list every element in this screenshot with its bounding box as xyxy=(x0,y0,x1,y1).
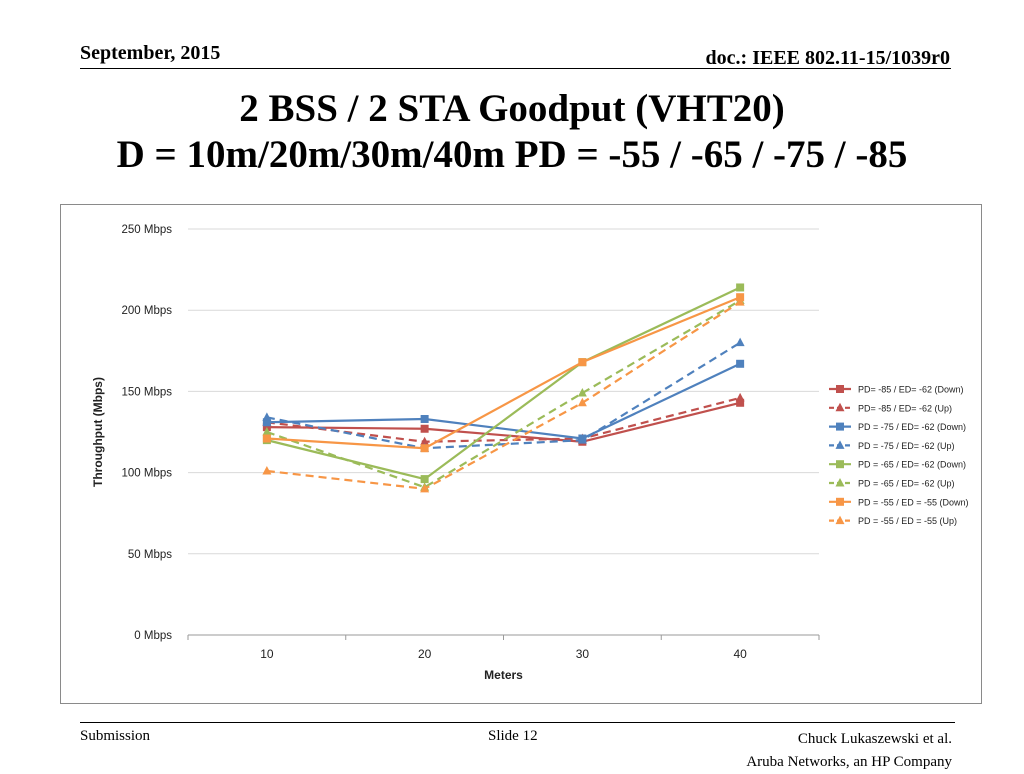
series-3-point xyxy=(420,415,429,424)
series-line-8 xyxy=(266,301,741,490)
footer-slide-number: Slide 12 xyxy=(488,728,538,744)
footer-author-company: Aruba Networks, an HP Company xyxy=(746,754,952,770)
goodput-line-chart: 0 Mbps 50 Mbps 100 Mbps 150 Mbps 200 Mbps 250… xyxy=(91,224,969,682)
legend-marker-3 xyxy=(836,422,844,431)
y-tick-label: 50 Mbps xyxy=(128,549,172,561)
series-4-point xyxy=(577,435,587,444)
legend-marker-7 xyxy=(836,497,844,506)
legend-marker-6 xyxy=(835,478,845,487)
series-3-point xyxy=(736,359,745,368)
header-doc-id: doc.: IEEE 802.11-15/1039r0 xyxy=(705,47,950,69)
legend-marker-5 xyxy=(836,460,844,469)
legend-label-2: PD= -85 / ED= -62 (Up) xyxy=(858,403,952,413)
series-8-point xyxy=(735,297,745,306)
series-4-point xyxy=(735,337,745,347)
series-8-point xyxy=(577,397,587,407)
series-line-3 xyxy=(266,362,741,440)
series-8-point xyxy=(420,483,430,493)
legend-label-5: PD = -65 / ED= -62 (Down) xyxy=(858,460,966,470)
footer-divider xyxy=(80,722,955,723)
series-5-point xyxy=(420,475,429,484)
y-tick-label: 150 Mbps xyxy=(121,386,172,398)
y-axis-title: Throughput (Mbps) xyxy=(91,377,105,487)
series-line-6 xyxy=(266,299,741,489)
legend-label-6: PD = -65 / ED= -62 (Up) xyxy=(858,479,955,489)
series-7-point xyxy=(578,358,587,367)
legend-label-8: PD = -55 / ED = -55 (Up) xyxy=(858,516,957,526)
legend-marker-2 xyxy=(835,402,845,412)
series-line-4 xyxy=(266,341,741,450)
series-7-point xyxy=(420,444,429,453)
x-tick-label: 10 xyxy=(260,647,274,661)
series-6-point xyxy=(262,427,272,436)
slide-title: 2 BSS / 2 STA Goodput (VHT20) D = 10m/20… xyxy=(0,86,1024,178)
legend-label-3: PD = -75 / ED= -62 (Down) xyxy=(858,422,966,432)
y-tick-label: 200 Mbps xyxy=(121,305,172,317)
footer-author-name: Chuck Lukaszewski et al. xyxy=(797,731,952,747)
series-7-point xyxy=(262,434,271,443)
legend-marker-4 xyxy=(835,440,845,449)
legend-label-4: PD = -75 / ED= -62 (Up) xyxy=(858,441,955,451)
series-3-point xyxy=(262,418,271,427)
y-tick-label: 100 Mbps xyxy=(121,468,172,480)
series-8-point xyxy=(262,465,272,475)
series-2-point xyxy=(735,392,745,402)
series-line-1 xyxy=(266,401,741,443)
footer-author: Chuck Lukaszewski et al. Aruba Networks,… xyxy=(746,728,952,774)
x-axis-title: Meters xyxy=(484,668,523,682)
legend-label-7: PD = -55 / ED = -55 (Down) xyxy=(858,497,969,507)
series-4-point xyxy=(262,412,272,421)
x-tick-label: 20 xyxy=(418,647,432,661)
legend-label-1: PD= -85 / ED= -62 (Down) xyxy=(858,385,964,395)
footer-submission: Submission xyxy=(80,728,151,744)
series-5-point xyxy=(736,283,745,292)
slide-title-line-1: 2 BSS / 2 STA Goodput (VHT20) xyxy=(239,87,785,130)
series-6-point xyxy=(577,388,587,397)
series-1-point xyxy=(420,424,429,433)
series-line-7 xyxy=(266,296,741,450)
y-tick-label: 0 Mbps xyxy=(134,630,172,642)
series-2-point xyxy=(420,436,430,446)
series-line-5 xyxy=(266,286,741,481)
legend-marker-8 xyxy=(835,515,845,525)
header-divider xyxy=(80,68,951,69)
series-1-point xyxy=(736,398,745,407)
y-tick-label: 250 Mbps xyxy=(121,224,172,236)
x-tick-label: 30 xyxy=(576,647,590,661)
header-date: September, 2015 xyxy=(80,42,221,64)
chart-frame: 0 Mbps 50 Mbps 100 Mbps 150 Mbps 200 Mbps 250… xyxy=(60,204,982,704)
x-tick-label: 40 xyxy=(733,647,747,661)
legend-marker-1 xyxy=(836,385,844,393)
slide-title-line-2: D = 10m/20m/30m/40m PD = -55 / -65 / -75… xyxy=(116,133,908,176)
